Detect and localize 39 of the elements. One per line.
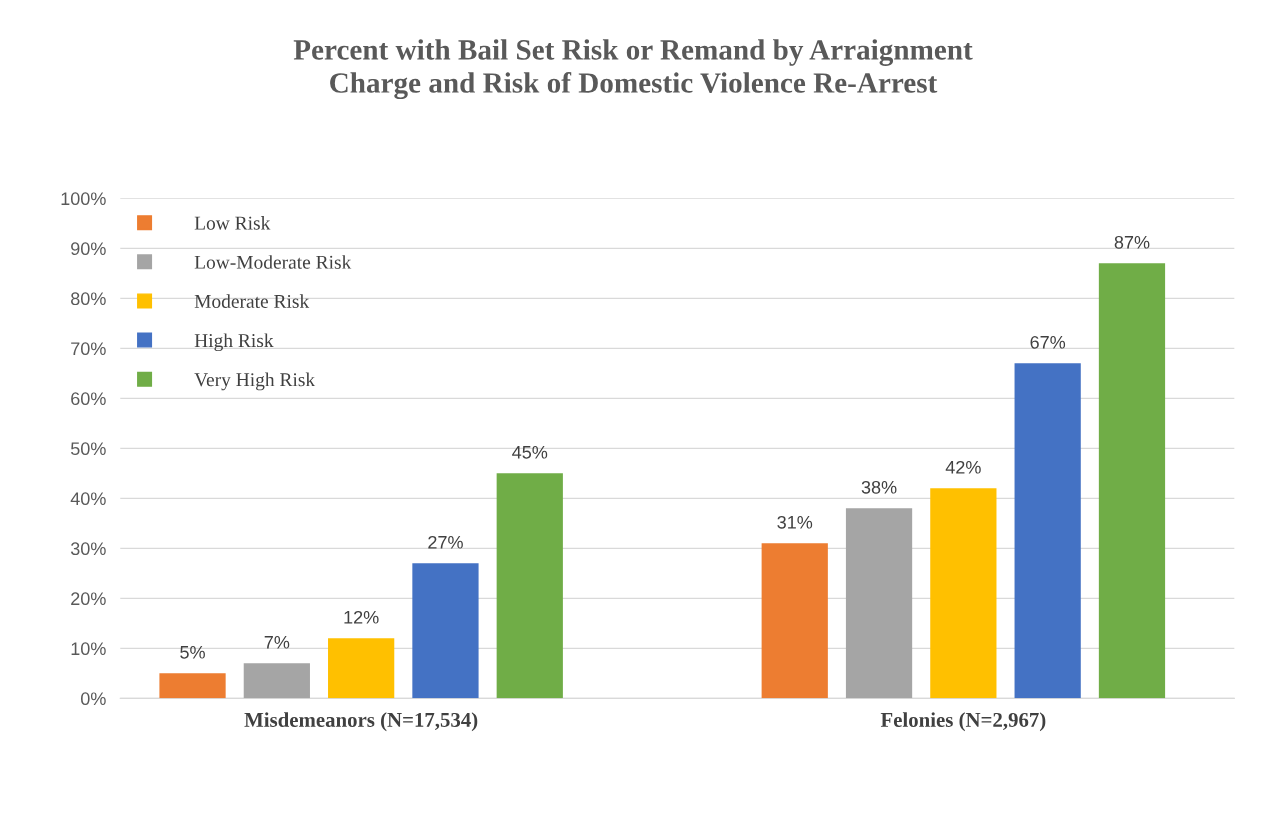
bar: [1098, 263, 1166, 699]
y-tick-label: 100%: [61, 192, 106, 206]
y-tick-label: 0%: [80, 692, 106, 706]
data-label: 27%: [428, 535, 463, 549]
data-label: 42%: [945, 460, 981, 474]
bar: [412, 563, 479, 699]
bar: [845, 508, 913, 699]
y-tick-label: 10%: [71, 642, 106, 656]
x-tick-label: Felonies (N=2,967): [880, 712, 1046, 732]
legend-label: Low-Moderate Risk: [194, 255, 352, 269]
x-tick-label: Misdemeanors (N=17,534): [244, 712, 478, 732]
bar: [496, 473, 563, 699]
bar: [761, 543, 828, 699]
y-tick-label: 40%: [70, 492, 106, 506]
bar: [930, 488, 997, 699]
data-label: 31%: [777, 515, 813, 529]
y-tick-label: 90%: [71, 242, 106, 256]
bar: [159, 673, 226, 699]
y-tick-label: 50%: [70, 442, 106, 456]
legend-label: Very High Risk: [194, 372, 316, 391]
legend-label: Low Risk: [194, 215, 271, 230]
bar: [1014, 363, 1081, 699]
data-label: 45%: [512, 445, 548, 459]
legend-label: Moderate Risk: [194, 294, 310, 308]
data-label: 12%: [344, 610, 379, 624]
data-label: 67%: [1030, 335, 1066, 349]
y-tick-label: 70%: [71, 342, 106, 356]
y-tick-label: 30%: [70, 542, 106, 556]
y-tick-label: 20%: [71, 592, 106, 606]
y-tick-label: 80%: [71, 292, 106, 306]
data-label: 7%: [264, 635, 290, 649]
data-label: 87%: [1114, 235, 1150, 249]
bar: [243, 663, 310, 699]
legend-label: High Risk: [194, 333, 274, 352]
y-tick-label: 60%: [71, 392, 106, 406]
chart-title: Percent with Bail Set Risk or Remand by Arraignment Charge and Risk of Domestic Violence Re-Arrest: [293, 39, 973, 100]
bar: [328, 638, 395, 699]
data-label: 5%: [180, 645, 205, 659]
data-label: 38%: [861, 480, 897, 494]
